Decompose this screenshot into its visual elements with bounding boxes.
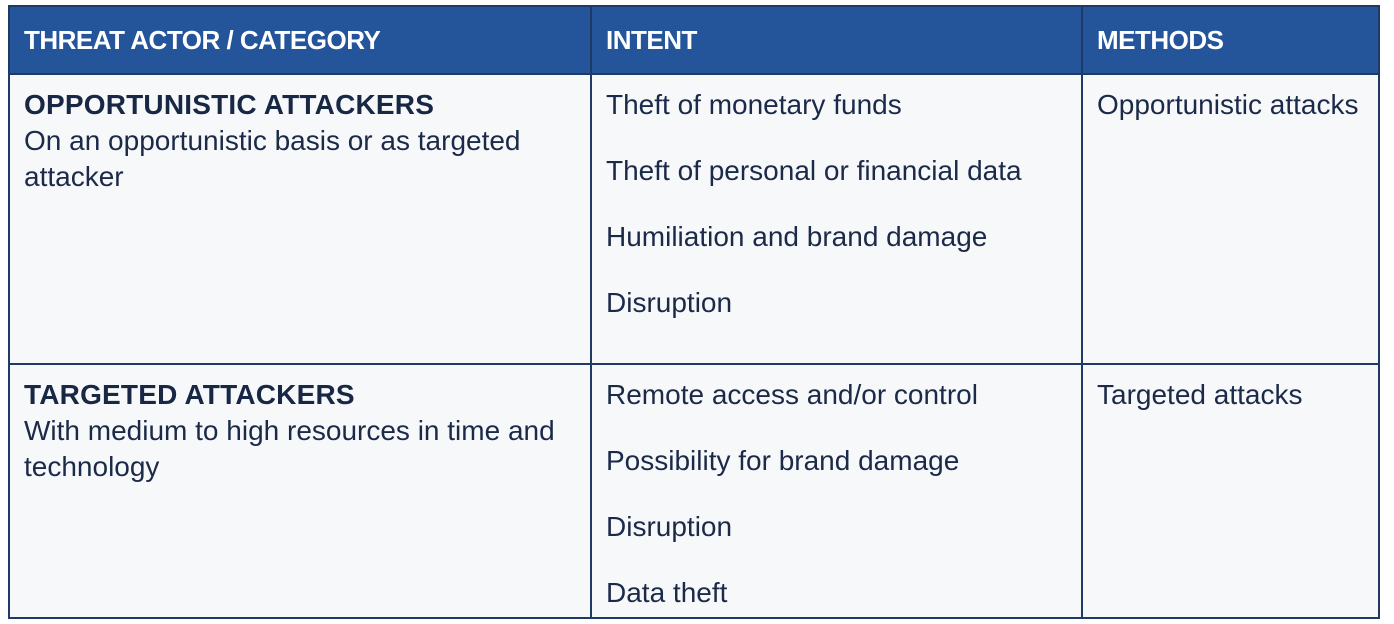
intent-item: Humiliation and brand damage [606,221,988,252]
intent-item: Data theft [606,577,728,608]
intent-cell: Theft of monetary funds Theft of persona… [591,74,1083,365]
actor-cell: OPPORTUNISTIC ATTACKERS On an opportunis… [10,74,592,365]
intent-cell: Remote access and/or control Possibility… [591,364,1083,617]
intent-item: Remote access and/or control [606,379,978,410]
methods-text: Targeted attacks [1097,379,1303,410]
actor-cell: TARGETED ATTACKERS With medium to high r… [10,364,592,617]
table-row: OPPORTUNISTIC ATTACKERS On an opportunis… [10,74,1378,365]
methods-cell: Targeted attacks [1082,364,1378,617]
actor-description: On an opportunistic basis or as targeted… [24,125,521,192]
header-methods: METHODS [1082,7,1378,75]
actor-title: OPPORTUNISTIC ATTACKERS [24,89,435,120]
intent-item: Possibility for brand damage [606,445,960,476]
table-header-row: THREAT ACTOR / CATEGORY INTENT METHODS [10,7,1378,75]
header-threat-actor: THREAT ACTOR / CATEGORY [10,7,592,75]
intent-item: Theft of personal or financial data [606,155,1022,186]
threat-actor-table: THREAT ACTOR / CATEGORY INTENT METHODS O… [8,5,1380,619]
actor-title: TARGETED ATTACKERS [24,379,355,410]
table-row: TARGETED ATTACKERS With medium to high r… [10,364,1378,617]
threat-table: THREAT ACTOR / CATEGORY INTENT METHODS O… [10,7,1378,617]
actor-description: With medium to high resources in time an… [24,415,555,482]
methods-text: Opportunistic attacks [1097,89,1359,120]
intent-item: Theft of monetary funds [606,89,902,120]
methods-cell: Opportunistic attacks [1082,74,1378,365]
intent-item: Disruption [606,511,733,542]
intent-item: Disruption [606,287,733,318]
header-intent: INTENT [591,7,1083,75]
